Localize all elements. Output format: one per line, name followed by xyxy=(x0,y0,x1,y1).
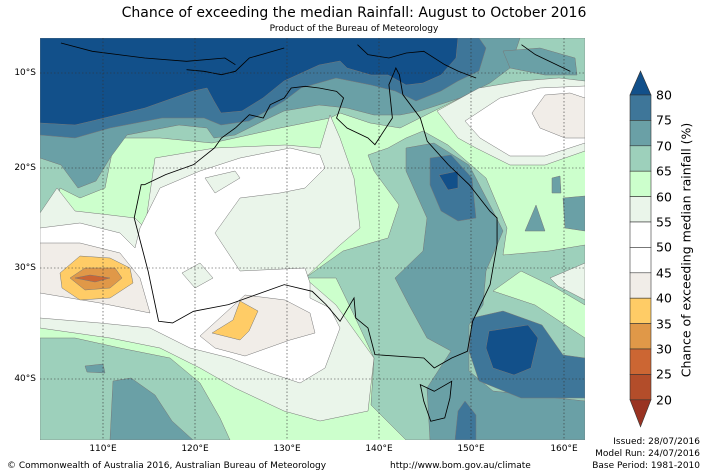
lon-label: 140°E xyxy=(365,444,393,454)
indonesia-coastline xyxy=(60,42,236,66)
lat-label: 20°S xyxy=(14,163,36,173)
colorbar-segment-65-70 xyxy=(629,145,652,172)
new-guinea-coastline xyxy=(357,44,477,79)
colorbar-segment-70-75 xyxy=(629,120,652,147)
region-70-75-sw xyxy=(109,377,194,440)
colorbar xyxy=(629,70,652,428)
region-40-45-south xyxy=(199,294,316,357)
lon-label: 120°E xyxy=(181,444,209,454)
colorbar-segment-35-40 xyxy=(629,297,652,324)
region-25-30-west xyxy=(74,274,111,283)
graticule xyxy=(40,38,585,440)
tasmania-coastline xyxy=(419,380,453,422)
colorbar-segment-25-30 xyxy=(629,348,652,375)
lon-label: 150°E xyxy=(457,444,485,454)
islands-coastline xyxy=(521,44,571,72)
lon-label: 110°E xyxy=(89,444,117,454)
colorbar-tick-label: 80 xyxy=(656,87,672,103)
indonesia-coastline xyxy=(186,47,285,76)
region-55-60-inner xyxy=(204,170,241,194)
colorbar-segment-above-80 xyxy=(629,70,652,96)
region-above-80-tasman xyxy=(485,324,539,376)
colorbar-tick-label: 45 xyxy=(656,265,672,281)
colorbar-tick-label: 35 xyxy=(656,316,672,332)
colorbar-segment-55-60 xyxy=(629,196,652,223)
lat-label: 40°S xyxy=(14,374,36,384)
colorbar-tick-label: 40 xyxy=(656,290,672,306)
lat-label: 30°S xyxy=(14,263,36,273)
region-70-75-blob xyxy=(562,195,585,232)
region-above-80-qld xyxy=(438,170,459,191)
region-55-60-inner xyxy=(181,262,214,289)
colorbar-tick-label: 60 xyxy=(656,189,672,205)
colorbar-tick-label: 30 xyxy=(656,341,672,357)
colorbar-segment-below-20 xyxy=(629,399,652,428)
colorbar-tick-label: 20 xyxy=(656,392,672,408)
region-above-80-north xyxy=(40,38,459,126)
issued-date: Issued: 28/07/2016 xyxy=(613,437,700,447)
lon-label: 160°E xyxy=(550,444,578,454)
colorbar-segment-20-25 xyxy=(629,374,652,401)
colorbar-tick-label: 50 xyxy=(656,239,672,255)
colorbar-tick-label: 65 xyxy=(656,163,672,179)
source-url[interactable]: http://www.bom.gov.au/climate xyxy=(390,461,531,471)
base-period: Base Period: 1981-2010 xyxy=(592,461,700,471)
colorbar-label: Chance of exceeding median rainfall (%) xyxy=(678,122,694,378)
colorbar-segment-50-55 xyxy=(629,221,652,248)
colorbar-segment-75-80 xyxy=(629,94,652,121)
colorbar-tick-label: 55 xyxy=(656,214,672,230)
region-70-75-ne xyxy=(502,47,578,76)
region-70-75-blob xyxy=(524,204,546,232)
colorbar-segment-45-50 xyxy=(629,247,652,274)
lon-label: 130°E xyxy=(273,444,301,454)
colorbar-tick-label: 75 xyxy=(656,112,672,128)
map-title: Chance of exceeding the median Rainfall:… xyxy=(121,5,587,21)
copyright-text: © Commonwealth of Australia 2016, Austra… xyxy=(7,461,327,471)
region-70-75-east xyxy=(394,142,585,440)
rainfall-probability-map xyxy=(40,38,585,440)
colorbar-segment-40-45 xyxy=(629,272,652,299)
colorbar-tick-label: 70 xyxy=(656,138,672,154)
colorbar-tick-label: 25 xyxy=(656,366,672,382)
colorbar-segment-60-65 xyxy=(629,170,652,197)
model-run-date: Model Run: 24/07/2016 xyxy=(595,449,700,459)
colorbar-segment-30-35 xyxy=(629,323,652,350)
region-35-40-south xyxy=(211,300,259,341)
map-subtitle: Product of the Bureau of Meteorology xyxy=(269,24,439,34)
lat-label: 10°S xyxy=(14,68,36,78)
coastline xyxy=(60,42,571,422)
region-70-75-small xyxy=(84,363,106,374)
region-40-45-ne xyxy=(531,92,585,139)
region-70-75-blob xyxy=(551,175,562,194)
australia-coastline xyxy=(133,66,498,369)
